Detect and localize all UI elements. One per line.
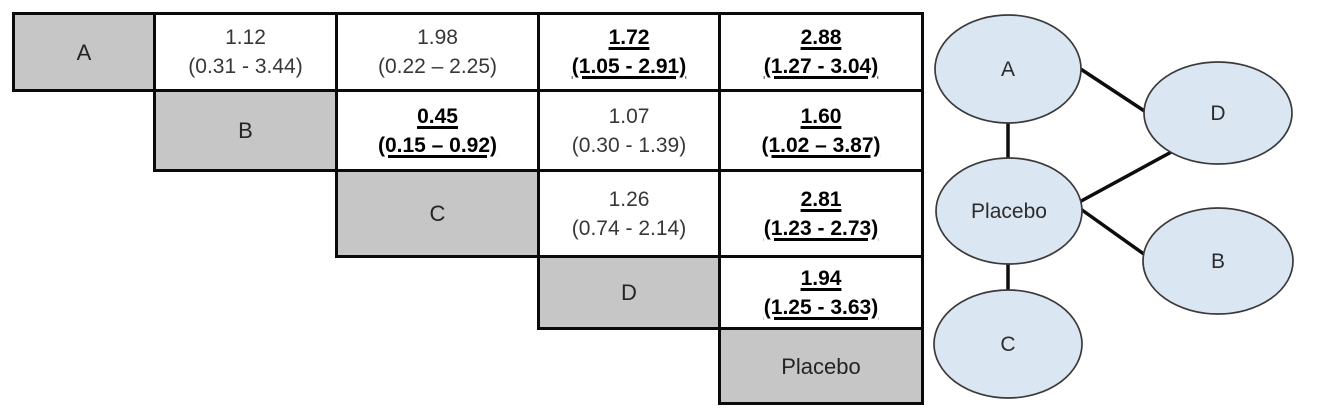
- comparison-cell: 1.26 (0.74 - 2.14): [537, 169, 721, 258]
- confidence-interval: (0.30 - 1.39): [571, 133, 687, 157]
- node-D: [1143, 61, 1293, 165]
- confidence-interval: (1.05 - 2.91): [571, 55, 687, 78]
- node-Placebo: [935, 157, 1083, 265]
- table-row: C 1.26 (0.74 - 2.14) 2.81 (1.23 - 2.73): [14, 169, 924, 258]
- comparison-cell: 1.12 (0.31 - 3.44): [153, 12, 338, 92]
- treatment-label: C: [429, 201, 446, 226]
- comparison-cell: 1.94 (1.25 - 3.63): [718, 255, 924, 330]
- treatment-cell-C: C: [335, 169, 540, 258]
- effect-estimate: 2.88: [800, 26, 842, 49]
- node-label-Placebo: Placebo: [971, 200, 1047, 223]
- node-label-D: D: [1210, 102, 1225, 125]
- confidence-interval: (1.23 - 2.73): [763, 216, 879, 240]
- effect-estimate: 2.81: [800, 187, 842, 211]
- empty-cell: [14, 329, 155, 404]
- comparison-cell: 1.60 (1.02 – 3.87): [718, 89, 924, 172]
- treatment-label: B: [238, 118, 253, 143]
- effect-estimate: 1.12: [225, 26, 266, 49]
- treatment-label: D: [621, 280, 637, 305]
- table-row: D 1.94 (1.25 - 3.63): [14, 255, 924, 330]
- comparison-cell: 1.07 (0.30 - 1.39): [537, 89, 721, 172]
- comparison-cell: 0.45 (0.15 – 0.92): [335, 89, 540, 172]
- effect-estimate: 1.98: [417, 26, 458, 49]
- node-B: [1142, 207, 1294, 315]
- table-row: Placebo: [14, 327, 924, 405]
- confidence-interval: (0.22 – 2.25): [377, 55, 498, 78]
- effect-estimate: 1.26: [608, 187, 650, 211]
- empty-cell: [14, 91, 155, 171]
- edge-A-D: [1069, 60, 1156, 120]
- empty-cell: [14, 257, 155, 329]
- confidence-interval: (0.15 – 0.92): [377, 133, 498, 157]
- effect-estimate: 1.94: [800, 266, 842, 290]
- effect-estimate: 1.07: [608, 104, 650, 128]
- confidence-interval: (1.25 - 3.63): [763, 295, 879, 319]
- empty-cell: [14, 171, 155, 257]
- confidence-interval: (1.02 – 3.87): [761, 133, 881, 157]
- treatment-label: Placebo: [781, 353, 861, 379]
- empty-cell: [155, 257, 337, 329]
- network-diagram: A D Placebo B C: [933, 14, 1294, 399]
- node-label-A: A: [1001, 58, 1015, 81]
- confidence-interval: (1.27 - 3.04): [763, 55, 879, 78]
- table-row: A 1.12 (0.31 - 3.44) 1.98 (0.22 – 2.25) 1.72 (…: [12, 12, 924, 92]
- confidence-interval: (0.74 - 2.14): [571, 216, 687, 240]
- node-label-B: B: [1211, 250, 1225, 273]
- treatment-label: A: [76, 39, 92, 65]
- effect-estimate: 1.60: [800, 104, 842, 128]
- treatment-cell-Placebo: Placebo: [718, 327, 924, 405]
- comparison-cell: 2.81 (1.23 - 2.73): [718, 169, 924, 258]
- confidence-interval: (0.31 - 3.44): [188, 55, 303, 78]
- node-C: [933, 289, 1083, 399]
- treatment-cell-B: B: [153, 89, 338, 172]
- empty-cell: [539, 329, 720, 404]
- edge-Placebo-D: [1071, 148, 1176, 208]
- empty-cell: [337, 329, 539, 404]
- treatment-cell-A: A: [12, 12, 156, 92]
- comparison-cell: 1.72 (1.05 - 2.91): [537, 12, 721, 92]
- league-table: A 1.12 (0.31 - 3.44) 1.98 (0.22 – 2.25) 1.72 (…: [12, 12, 924, 405]
- edge-Placebo-B: [1073, 203, 1157, 264]
- node-A: [934, 14, 1082, 124]
- comparison-cell: 1.98 (0.22 – 2.25): [335, 12, 540, 92]
- comparison-cell: 2.88 (1.27 - 3.04): [718, 12, 924, 92]
- empty-cell: [155, 171, 337, 257]
- treatment-cell-D: D: [537, 255, 721, 330]
- node-label-C: C: [1000, 333, 1015, 356]
- effect-estimate: 1.72: [608, 26, 650, 49]
- table-row: B 0.45 (0.15 – 0.92) 1.07 (0.30 - 1.39) 1.60 (…: [14, 89, 924, 172]
- empty-cell: [337, 257, 539, 329]
- effect-estimate: 0.45: [417, 104, 458, 128]
- empty-cell: [155, 329, 337, 404]
